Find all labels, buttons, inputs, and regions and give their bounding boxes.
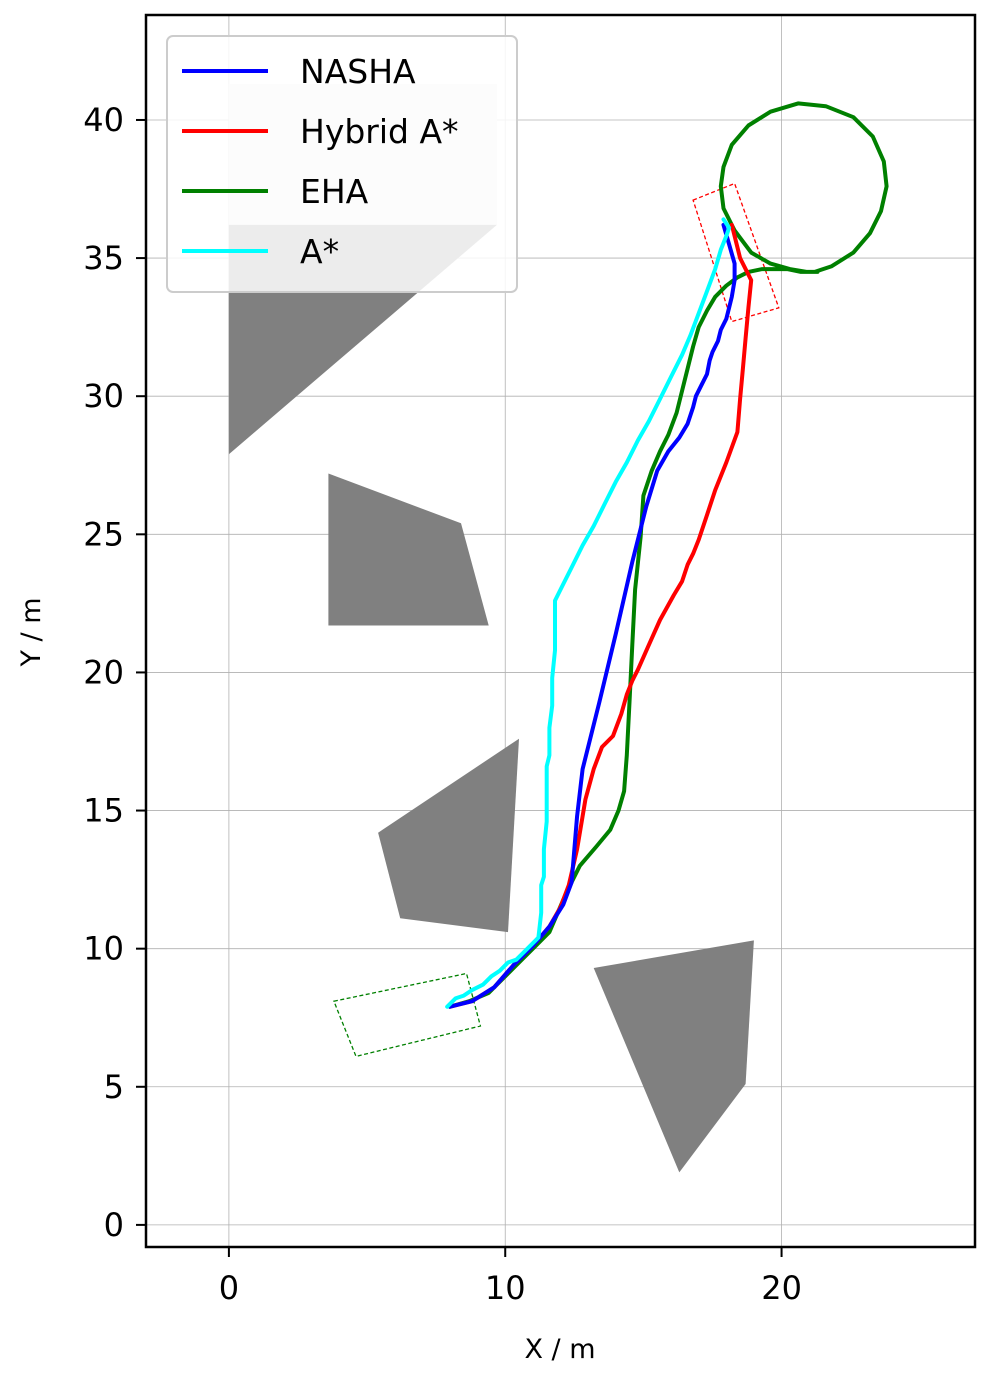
legend-label: A* (300, 232, 339, 271)
obstacle-polygon (593, 940, 754, 1173)
x-tick-label: 20 (761, 1269, 802, 1307)
y-axis-label: Y / m (16, 597, 47, 667)
obstacle-polygon (328, 473, 489, 626)
y-tick-label: 40 (83, 101, 124, 139)
y-tick-label: 0 (104, 1206, 124, 1244)
x-tick-label: 0 (219, 1269, 239, 1307)
axis-ticks: 0 10 20 0 5 10 15 20 25 30 35 40 (83, 101, 802, 1307)
grid-lines (146, 15, 975, 1247)
y-tick-label: 10 (83, 930, 124, 968)
legend-box (166, 35, 518, 293)
series-line-nasha (448, 222, 737, 1009)
legend: NASHA Hybrid A* EHA A* (166, 35, 518, 293)
vehicle-footprint-box (333, 972, 482, 1058)
x-axis-label: X / m (524, 1334, 595, 1365)
legend-label: NASHA (300, 52, 416, 91)
series-line-a (445, 217, 732, 1009)
series-lines (445, 101, 889, 1009)
y-tick-label: 35 (83, 239, 124, 277)
y-tick-label: 15 (83, 792, 124, 830)
series-line-eha (448, 101, 889, 1009)
y-tick-label: 30 (83, 377, 124, 415)
y-tick-label: 25 (83, 515, 124, 553)
legend-label: EHA (300, 172, 369, 211)
obstacle-polygon (378, 738, 519, 933)
y-tick-label: 20 (83, 653, 124, 691)
x-tick-label: 10 (485, 1269, 526, 1307)
y-tick-label: 5 (104, 1068, 124, 1106)
plot-frame (144, 13, 977, 1249)
legend-label: Hybrid A* (300, 112, 459, 151)
